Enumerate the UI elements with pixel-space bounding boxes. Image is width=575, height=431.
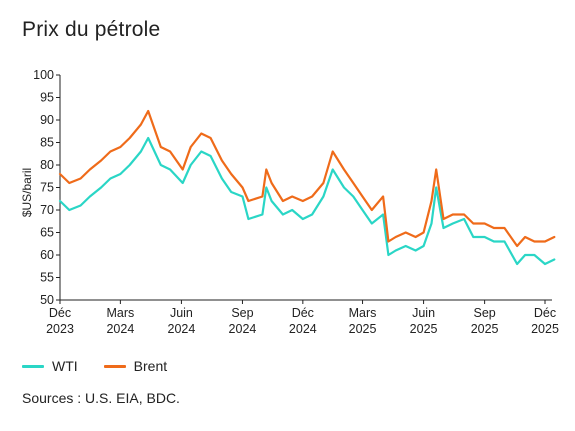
x-tick-label-year: 2024 [289,322,317,336]
x-tick-label-month: Juin [412,306,435,320]
legend-swatch-brent [103,364,126,368]
x-tick-label-month: Déc [49,306,71,320]
y-tick-label: 65 [40,226,54,240]
x-tick-label-year: 2025 [471,322,499,336]
x-tick-label-month: Juin [170,306,193,320]
x-tick-label-year: 2025 [410,322,438,336]
chart-title: Prix du pétrole [22,18,161,41]
legend: WTI Brent [22,358,167,374]
x-tick-label-year: 2024 [168,322,196,336]
x-tick-label-month: Déc [292,306,314,320]
legend-swatch-wti [22,364,44,368]
y-tick-label: 95 [40,91,54,105]
legend-item-wti: WTI [22,358,78,374]
y-tick-label: 50 [40,293,54,307]
x-tick-label-year: 2024 [106,322,134,336]
y-tick-label: 55 [40,271,54,285]
x-tick-label-year: 2024 [229,322,257,336]
x-tick-label-month: Mars [349,306,377,320]
series-line-brent [58,109,556,248]
x-tick-label-month: Déc [534,306,556,320]
y-tick-label: 85 [40,136,54,150]
x-tick-label-month: Sep [231,306,253,320]
x-tick-label-month: Sep [473,306,495,320]
series-line-wti [58,136,556,266]
legend-item-brent: Brent [103,358,168,374]
y-tick-label: 80 [40,158,54,172]
legend-label-wti: WTI [52,358,78,374]
y-tick-label: 90 [40,113,54,127]
x-tick-label-year: 2025 [349,322,377,336]
x-tick-label-year: 2023 [46,322,74,336]
legend-label-brent: Brent [133,358,168,374]
y-tick-label: 70 [40,203,54,217]
y-axis-title: $US/baril [20,168,34,217]
x-tick-label-month: Mars [106,306,134,320]
sources-note: Sources : U.S. EIA, BDC. [22,390,180,406]
y-tick-label: 100 [33,68,54,82]
y-tick-label: 60 [40,248,54,262]
x-tick-label-year: 2025 [531,322,559,336]
y-tick-label: 75 [40,181,54,195]
